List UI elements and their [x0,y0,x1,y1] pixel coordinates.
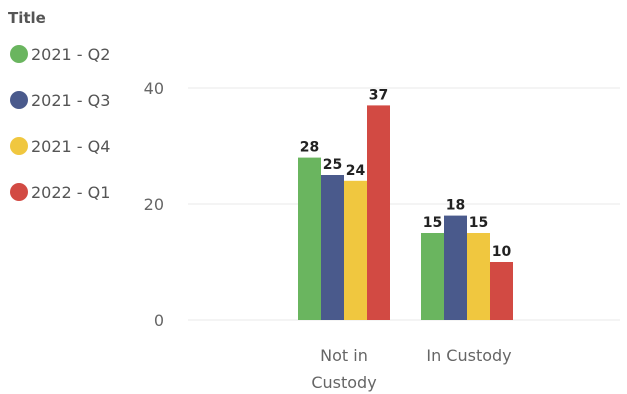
legend-marker [10,91,28,109]
data-label: 28 [300,140,319,156]
legend-marker [10,137,28,155]
x-axis: Not in Custody In Custody [311,346,511,392]
bar [298,157,321,320]
bar [321,175,344,320]
bar [467,233,490,320]
data-label: 15 [423,215,442,231]
x-category-label: Not in Custody [311,346,376,392]
y-tick-label: 0 [154,311,164,330]
legend-label: 2022 - Q1 [31,183,110,202]
bar [344,180,367,320]
bar [367,105,390,321]
legend-label: 2021 - Q3 [31,91,110,110]
bar [444,215,467,320]
legend-marker [10,45,28,63]
y-tick-label: 20 [144,195,164,214]
legend-label: 2021 - Q4 [31,137,110,156]
legend: Title 2021 - Q2 2021 - Q3 2021 - Q4 2022 - … [8,9,110,202]
data-label: 10 [492,244,512,260]
data-label: 15 [469,215,488,231]
legend-title: Title [8,9,46,27]
data-label: 25 [323,157,342,173]
bar [421,233,444,320]
x-category-label: In Custody [426,346,511,365]
bar-groups [298,105,513,321]
gridlines [188,87,620,321]
data-label: 37 [369,87,388,103]
data-label: 18 [446,198,465,214]
legend-label: 2021 - Q2 [31,45,110,64]
legend-marker [10,183,28,201]
data-label: 24 [346,163,366,179]
y-tick-label: 40 [144,79,164,98]
y-axis: 0 20 40 [144,79,164,330]
bar [490,262,513,320]
